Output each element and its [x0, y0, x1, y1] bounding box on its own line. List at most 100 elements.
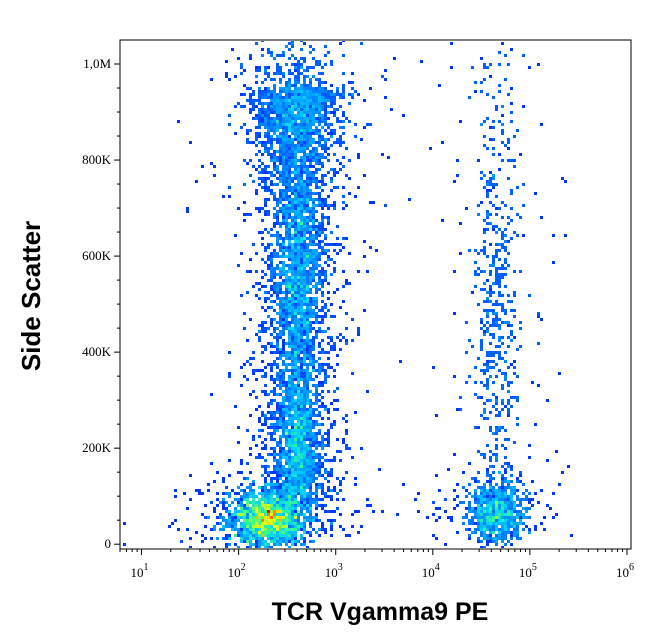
density-cell — [288, 228, 291, 231]
density-cell — [267, 243, 270, 246]
density-cell — [300, 423, 303, 426]
density-cell — [282, 531, 285, 534]
density-cell — [279, 195, 282, 198]
y-tick-label: 1,0M — [83, 56, 111, 71]
density-cell — [510, 363, 513, 366]
density-cell — [312, 150, 315, 153]
density-cell — [246, 270, 249, 273]
density-cell — [483, 501, 486, 504]
density-cell — [291, 276, 294, 279]
density-cell — [321, 222, 324, 225]
density-cell — [315, 255, 318, 258]
density-cell — [462, 471, 465, 474]
density-cell — [507, 513, 510, 516]
density-cell — [300, 48, 303, 51]
density-cell — [501, 489, 504, 492]
density-cell — [255, 189, 258, 192]
density-cell — [537, 501, 540, 504]
density-cell — [372, 510, 375, 513]
density-cell — [285, 186, 288, 189]
density-cell — [477, 204, 480, 207]
density-cell — [492, 258, 495, 261]
density-cell — [282, 516, 285, 519]
density-cell — [294, 207, 297, 210]
density-cell — [327, 429, 330, 432]
density-cell — [486, 210, 489, 213]
density-cell — [300, 99, 303, 102]
density-cell — [495, 276, 498, 279]
density-cell — [330, 135, 333, 138]
density-cell — [471, 531, 474, 534]
density-cell — [288, 423, 291, 426]
density-cell — [504, 78, 507, 81]
density-cell — [294, 441, 297, 444]
density-cell — [333, 342, 336, 345]
density-cell — [279, 93, 282, 96]
density-cell — [213, 165, 216, 168]
density-cell — [252, 105, 255, 108]
density-cell — [276, 234, 279, 237]
density-cell — [513, 486, 516, 489]
density-cell — [297, 501, 300, 504]
density-cell — [267, 66, 270, 69]
density-cell — [330, 144, 333, 147]
density-cell — [282, 129, 285, 132]
density-cell — [291, 495, 294, 498]
density-cell — [300, 339, 303, 342]
density-cell — [321, 108, 324, 111]
density-cell — [297, 456, 300, 459]
density-cell — [510, 501, 513, 504]
density-cell — [342, 87, 345, 90]
density-cell — [492, 537, 495, 540]
density-cell — [294, 300, 297, 303]
density-cell — [303, 126, 306, 129]
density-cell — [321, 321, 324, 324]
density-cell — [315, 153, 318, 156]
density-cell — [531, 381, 534, 384]
density-cell — [261, 330, 264, 333]
density-cell — [270, 486, 273, 489]
density-cell — [261, 501, 264, 504]
density-cell — [495, 270, 498, 273]
density-cell — [315, 297, 318, 300]
density-cell — [270, 306, 273, 309]
density-cell — [309, 141, 312, 144]
density-cell — [312, 339, 315, 342]
density-cell — [312, 393, 315, 396]
density-cell — [285, 84, 288, 87]
density-cell — [243, 375, 246, 378]
density-cell — [507, 504, 510, 507]
density-cell — [324, 312, 327, 315]
density-cell — [291, 492, 294, 495]
density-cell — [345, 432, 348, 435]
density-cell — [279, 426, 282, 429]
density-cell — [258, 546, 261, 548]
density-cell — [318, 168, 321, 171]
density-cell — [309, 525, 312, 528]
density-cell — [243, 504, 246, 507]
density-cell — [300, 297, 303, 300]
density-cell — [279, 180, 282, 183]
density-cell — [294, 306, 297, 309]
density-cell — [276, 348, 279, 351]
density-cell — [264, 372, 267, 375]
density-cell — [327, 123, 330, 126]
density-cell — [276, 486, 279, 489]
density-cell — [489, 492, 492, 495]
density-cell — [318, 357, 321, 360]
density-cell — [360, 138, 363, 141]
density-cell — [273, 291, 276, 294]
density-cell — [312, 303, 315, 306]
density-cell — [276, 474, 279, 477]
density-cell — [303, 453, 306, 456]
density-cell — [288, 324, 291, 327]
density-cell — [297, 168, 300, 171]
density-cell — [303, 537, 306, 540]
density-cell — [318, 117, 321, 120]
density-cell — [270, 279, 273, 282]
density-cell — [321, 351, 324, 354]
density-cell — [345, 279, 348, 282]
density-cell — [285, 183, 288, 186]
density-cell — [276, 405, 279, 408]
density-cell — [510, 474, 513, 477]
